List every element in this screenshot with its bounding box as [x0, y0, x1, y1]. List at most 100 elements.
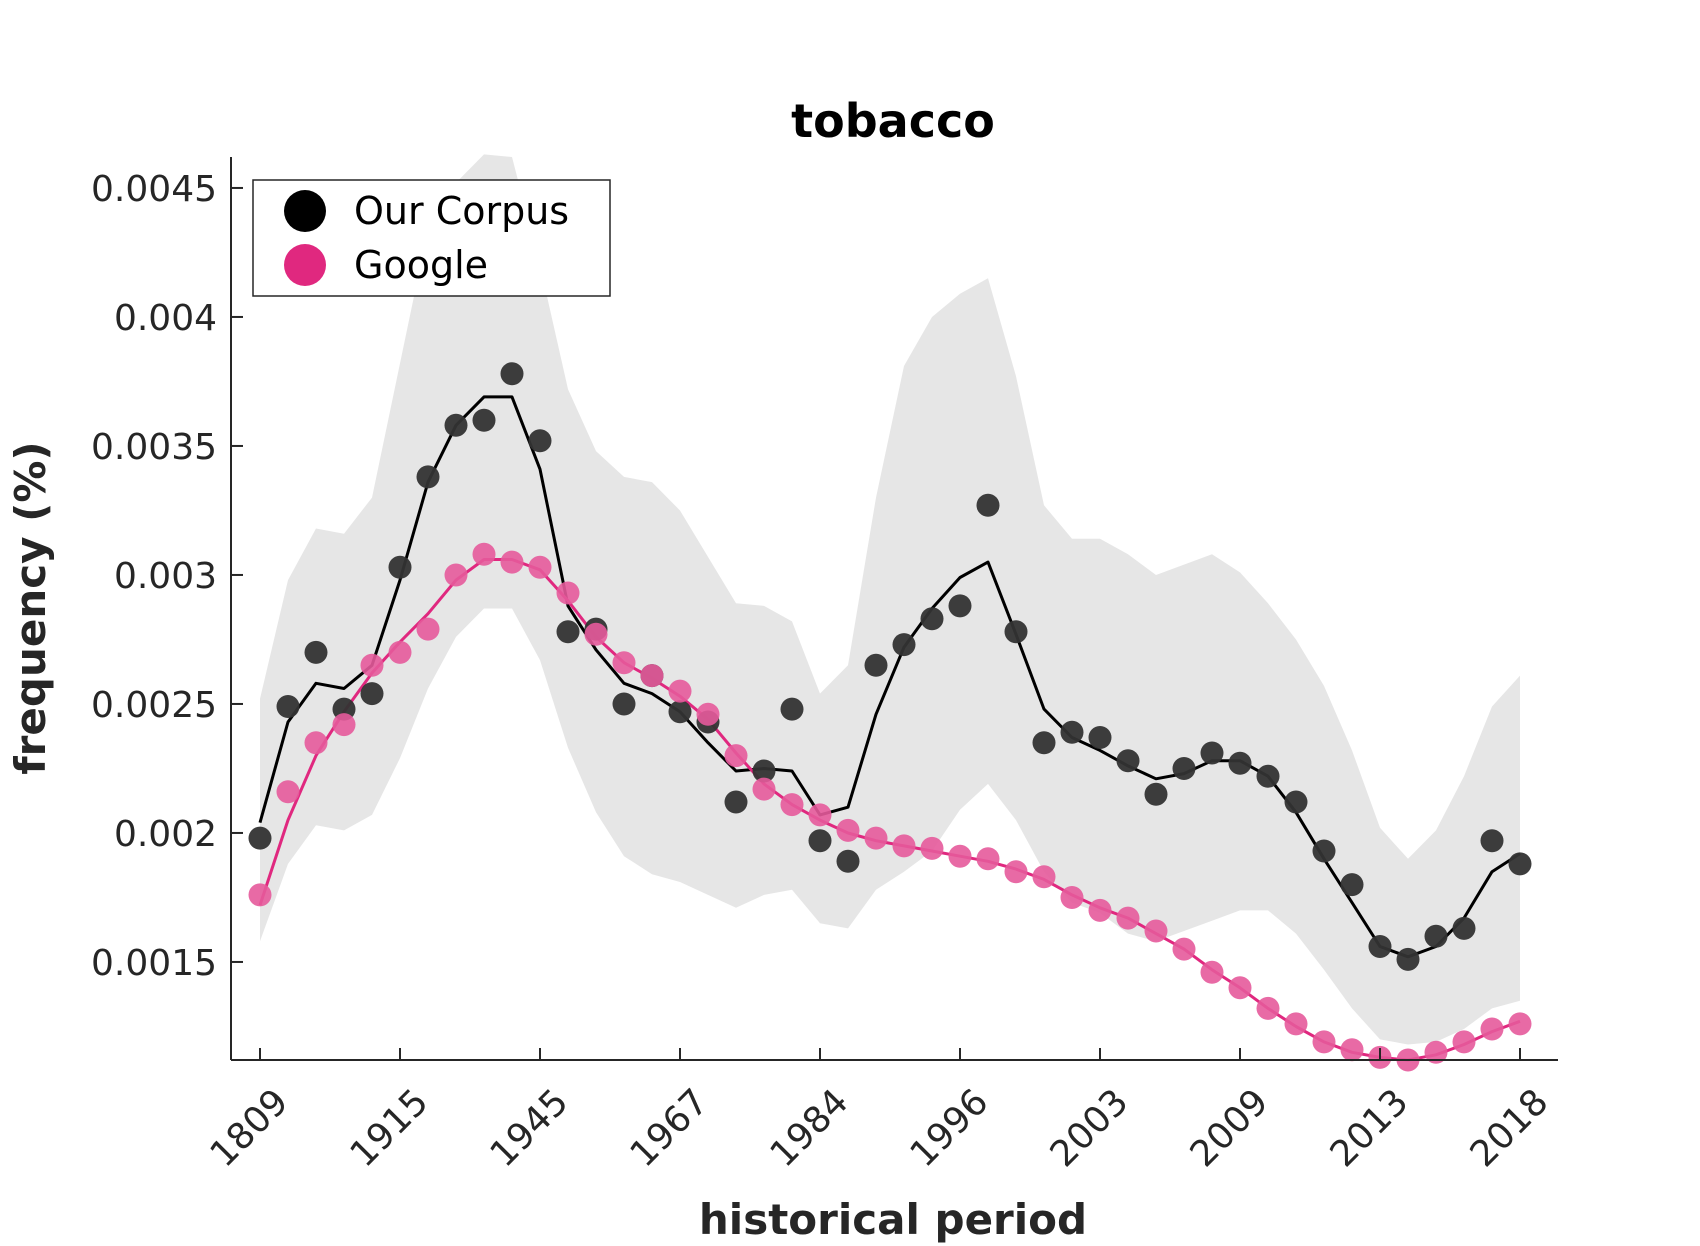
- legend-label-google: Google: [354, 243, 488, 287]
- data-point: [472, 542, 496, 566]
- data-point: [892, 633, 916, 657]
- series-line-our-corpus: [258, 395, 1521, 959]
- data-point: [1032, 731, 1056, 755]
- data-point: [948, 594, 972, 618]
- data-point: [1228, 751, 1252, 775]
- data-point: [1256, 996, 1280, 1020]
- data-point: [724, 744, 748, 768]
- series-lines-layer: [258, 395, 1521, 1062]
- data-point: [836, 849, 860, 873]
- data-point: [500, 362, 524, 386]
- data-point: [584, 622, 608, 646]
- data-point: [1256, 764, 1280, 788]
- data-point: [360, 682, 384, 706]
- data-point: [528, 555, 552, 579]
- data-point: [1144, 782, 1168, 806]
- y-tick-label: 0.003: [114, 556, 217, 597]
- data-point: [864, 826, 888, 850]
- data-point: [1088, 898, 1112, 922]
- data-point: [388, 640, 412, 664]
- data-point: [976, 847, 1000, 871]
- data-point: [696, 702, 720, 726]
- data-point: [1312, 1030, 1336, 1054]
- data-point: [248, 826, 272, 850]
- data-point: [1004, 620, 1028, 644]
- data-point: [276, 695, 300, 718]
- data-point: [332, 713, 356, 737]
- series-points-google: [248, 542, 1532, 1072]
- data-point: [304, 731, 328, 755]
- data-point: [1032, 865, 1056, 889]
- data-point: [1368, 935, 1392, 958]
- data-point: [948, 844, 972, 868]
- data-point: [1312, 839, 1336, 863]
- legend: Our Corpus Google: [252, 179, 611, 297]
- data-point: [780, 793, 804, 817]
- data-point: [836, 818, 860, 842]
- data-point: [360, 653, 384, 677]
- data-point: [1424, 1040, 1448, 1064]
- data-point: [752, 759, 776, 783]
- y-tick-label: 0.0045: [91, 169, 217, 210]
- data-point: [920, 607, 944, 631]
- data-point: [444, 563, 468, 587]
- y-axis-title: frequency (%): [6, 441, 55, 774]
- data-point: [1172, 937, 1196, 961]
- data-point: [248, 883, 272, 907]
- data-point: [556, 581, 580, 605]
- data-point: [500, 550, 524, 574]
- data-point: [1452, 1030, 1476, 1054]
- data-point: [612, 692, 636, 716]
- data-point: [1116, 749, 1140, 773]
- data-point: [864, 653, 888, 677]
- data-point: [1172, 757, 1196, 780]
- data-point: [528, 429, 552, 453]
- data-point: [640, 664, 664, 688]
- data-point: [388, 555, 412, 579]
- data-point: [444, 413, 468, 437]
- data-point: [416, 617, 440, 641]
- data-point: [416, 465, 440, 489]
- confidence-band: [260, 154, 1520, 1045]
- data-point: [1424, 924, 1448, 948]
- legend-marker-our-corpus: [284, 190, 326, 232]
- data-point: [976, 493, 1000, 517]
- data-point: [1284, 1012, 1308, 1036]
- data-point: [668, 679, 692, 703]
- y-tick-label: 0.0015: [91, 943, 217, 984]
- y-tick-label: 0.004: [114, 298, 217, 339]
- x-axis-title: historical period: [699, 1195, 1087, 1244]
- legend-label-our-corpus: Our Corpus: [354, 189, 569, 233]
- data-point: [1088, 726, 1112, 749]
- chart-title: tobacco: [791, 94, 995, 148]
- data-point: [1144, 919, 1168, 943]
- data-point: [1452, 916, 1476, 940]
- data-point: [1116, 906, 1140, 930]
- data-point: [304, 640, 328, 664]
- data-point: [1200, 960, 1224, 984]
- confidence-band-layer: [260, 154, 1520, 1045]
- data-point: [808, 803, 832, 827]
- y-tick-label: 0.002: [114, 814, 217, 855]
- data-point: [1340, 873, 1364, 897]
- y-tick-label: 0.0035: [91, 427, 217, 468]
- data-point: [724, 790, 748, 814]
- data-point: [1508, 1012, 1532, 1036]
- data-point: [1284, 790, 1308, 814]
- data-point: [1396, 947, 1420, 971]
- data-point: [1060, 720, 1084, 744]
- data-point: [780, 697, 804, 721]
- data-points-layer: [248, 362, 1532, 1072]
- data-point: [920, 836, 944, 860]
- series-points-our-corpus: [248, 362, 1532, 971]
- data-point: [752, 777, 776, 801]
- data-point: [808, 829, 832, 853]
- data-point: [668, 700, 692, 724]
- y-ticks: 0.0015 0.002 0.0025 0.003 0.0035 0.004 0.0045: [91, 169, 243, 984]
- data-point: [1508, 852, 1532, 876]
- y-tick-label: 0.0025: [91, 685, 217, 726]
- data-point: [1228, 976, 1252, 1000]
- data-point: [1004, 860, 1028, 884]
- data-point: [1340, 1038, 1364, 1062]
